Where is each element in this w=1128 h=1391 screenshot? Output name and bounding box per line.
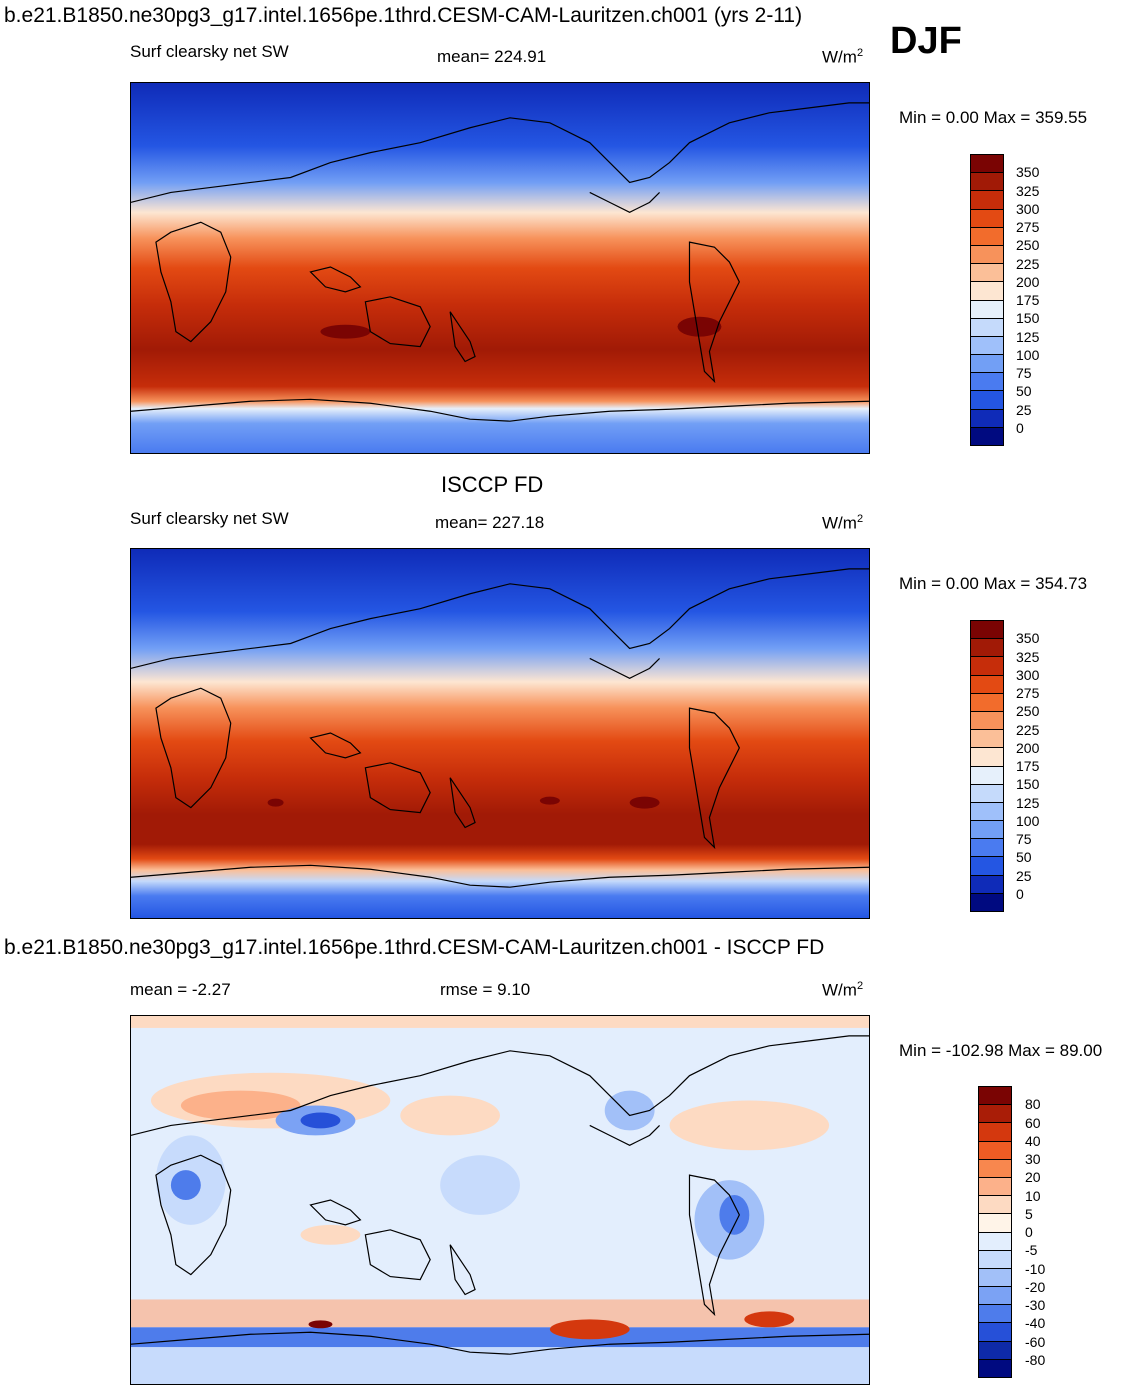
colorbar-tick-label: 75 xyxy=(1016,831,1032,847)
panel2-coastlines xyxy=(131,568,869,888)
panel1-units: W/m2 xyxy=(822,47,864,67)
colorbar-tick-label: 10 xyxy=(1025,1187,1041,1204)
panel2-units: W/m2 xyxy=(822,513,864,533)
colorbar-tick-label: 275 xyxy=(1016,219,1040,235)
colorbar-tick-label: 25 xyxy=(1016,867,1032,884)
colorbar-tick-label: 325 xyxy=(1016,182,1040,199)
main-title: b.e21.B1850.ne30pg3_g17.intel.1656pe.1th… xyxy=(4,4,803,27)
panel1-colorbar-labels: 350 325 300 275 250 225 200 175 150 125 … xyxy=(1016,154,1066,446)
panel1-field-label: Surf clearsky net SW xyxy=(130,42,289,61)
colorbar-tick-label: 300 xyxy=(1016,200,1040,217)
panel2-colorbar xyxy=(970,620,1004,912)
panel3-map xyxy=(130,1015,870,1385)
colorbar-tick-label: 300 xyxy=(1016,666,1040,683)
colorbar-tick-label: 200 xyxy=(1016,273,1040,290)
colorbar-tick-label: 75 xyxy=(1016,365,1032,381)
colorbar-tick-label: -30 xyxy=(1025,1297,1046,1313)
colorbar-tick-label: 50 xyxy=(1016,849,1032,866)
panel1-map xyxy=(130,82,870,454)
panel3-coastlines xyxy=(131,1035,869,1355)
colorbar-tick-label: 150 xyxy=(1016,776,1040,793)
panel3-rmse: rmse = 9.10 xyxy=(440,980,531,999)
panel2-map xyxy=(130,548,870,919)
colorbar-tick-label: 200 xyxy=(1016,739,1040,756)
panel1-coastlines xyxy=(131,102,869,422)
panel3-mean: mean = -2.27 xyxy=(130,980,231,999)
colorbar-tick-label: -40 xyxy=(1025,1315,1046,1332)
colorbar-tick-label: 40 xyxy=(1025,1132,1041,1149)
panel2-field-label: Surf clearsky net SW xyxy=(130,509,289,528)
panel2-dataset-title: ISCCP FD xyxy=(441,472,544,497)
colorbar-tick-label: 250 xyxy=(1016,237,1040,254)
colorbar-tick-label: -10 xyxy=(1025,1260,1046,1277)
colorbar-tick-label: 50 xyxy=(1016,383,1032,400)
colorbar-tick-label: 175 xyxy=(1016,758,1040,774)
colorbar-tick-label: 25 xyxy=(1016,401,1032,418)
panel3-colorbar xyxy=(978,1086,1012,1378)
colorbar-tick-label: -20 xyxy=(1025,1278,1046,1295)
panel2-mean: mean= 227.18 xyxy=(435,513,545,532)
season-label: DJF xyxy=(890,20,962,62)
panel2-minmax: Min = 0.00 Max = 354.73 xyxy=(899,574,1088,593)
panel3-title: b.e21.B1850.ne30pg3_g17.intel.1656pe.1th… xyxy=(4,936,825,959)
colorbar-tick-label: 20 xyxy=(1025,1169,1041,1186)
colorbar-tick-label: 225 xyxy=(1016,721,1040,738)
colorbar-tick-label: 350 xyxy=(1016,164,1040,181)
colorbar-tick-label: 5 xyxy=(1025,1205,1033,1222)
colorbar-tick-label: 0 xyxy=(1016,419,1024,436)
colorbar-tick-label: -60 xyxy=(1025,1333,1046,1350)
colorbar-tick-label: 350 xyxy=(1016,630,1040,647)
colorbar-tick-label: 100 xyxy=(1016,812,1040,829)
colorbar-tick-label: 30 xyxy=(1025,1151,1041,1167)
colorbar-tick-label: -80 xyxy=(1025,1351,1046,1368)
colorbar-tick-label: 80 xyxy=(1025,1096,1041,1113)
colorbar-tick-label: 275 xyxy=(1016,685,1040,701)
colorbar-tick-label: 60 xyxy=(1025,1114,1041,1131)
panel1-minmax: Min = 0.00 Max = 359.55 xyxy=(899,108,1088,127)
colorbar-tick-label: 125 xyxy=(1016,794,1040,811)
panel3-units: W/m2 xyxy=(822,980,864,1000)
panel3-colorbar-labels: 80 60 40 30 20 10 5 0 -5 -10 -20 -30 -40… xyxy=(1025,1086,1075,1378)
colorbar-tick-label: 325 xyxy=(1016,648,1040,665)
colorbar-tick-label: 225 xyxy=(1016,255,1040,272)
panel3-minmax: Min = -102.98 Max = 89.00 xyxy=(899,1041,1103,1060)
colorbar-tick-label: 150 xyxy=(1016,310,1040,327)
colorbar-tick-label: 250 xyxy=(1016,703,1040,720)
colorbar-tick-label: -5 xyxy=(1025,1242,1038,1259)
colorbar-tick-label: 100 xyxy=(1016,346,1040,363)
colorbar-tick-label: 0 xyxy=(1025,1224,1033,1240)
panel1-mean: mean= 224.91 xyxy=(437,47,547,66)
colorbar-tick-label: 125 xyxy=(1016,328,1040,345)
colorbar-tick-label: 175 xyxy=(1016,292,1040,308)
panel2-colorbar-labels: 350 325 300 275 250 225 200 175 150 125 … xyxy=(1016,620,1066,912)
panel1-colorbar xyxy=(970,154,1004,446)
colorbar-tick-label: 0 xyxy=(1016,885,1024,902)
